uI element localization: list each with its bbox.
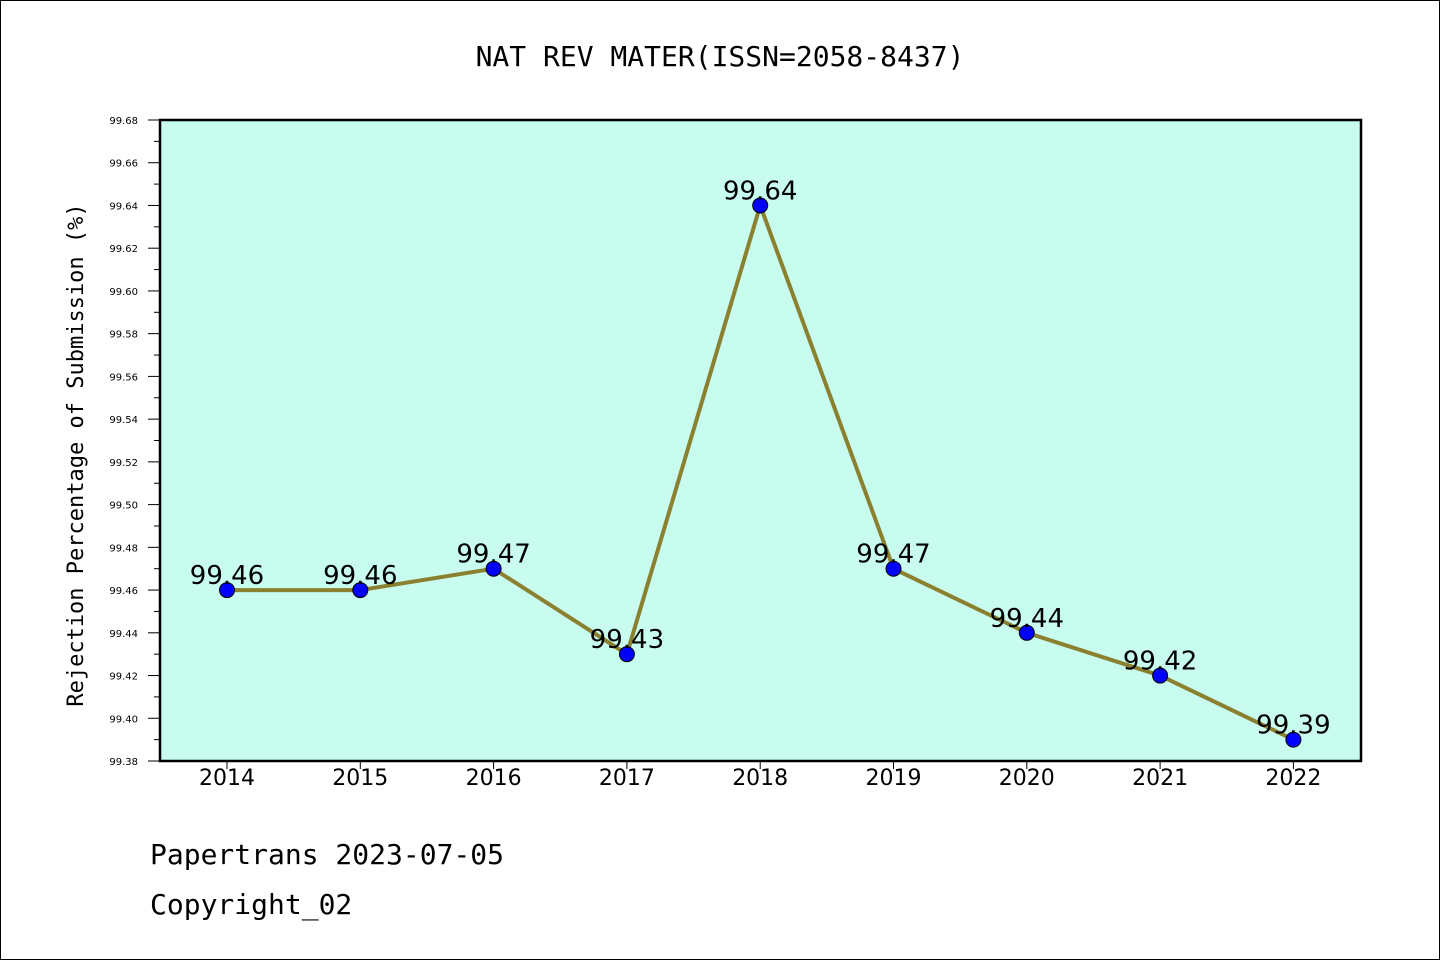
data-label: 99.46: [323, 561, 397, 591]
data-label: 99.42: [1123, 647, 1197, 677]
x-tick-label: 2020: [999, 766, 1055, 791]
y-tick-label: 99.54: [109, 415, 138, 426]
plot-area: [158, 118, 1363, 763]
y-axis-ticks: 99.38 99.40 99.42 99.44 99.46 99.48 99.50 99.52…: [109, 116, 160, 768]
series-layer: 99.46 99.46 99.47 99.43 99.64 99.47 99.44 99.42…: [190, 176, 1331, 748]
y-tick-label: 99.48: [109, 543, 138, 554]
y-tick-label: 99.38: [109, 757, 138, 768]
data-point: [1018, 624, 1035, 641]
data-label: 99.46: [190, 561, 264, 591]
x-tick-label: 2015: [332, 766, 388, 791]
y-tick-label: 99.58: [109, 330, 138, 341]
x-tick-label: 2019: [866, 766, 922, 791]
y-tick-label: 99.52: [109, 458, 138, 469]
x-axis-ticks: 2014 2015 2016 2017 2018 2019 2020 2021 2022: [199, 761, 1321, 791]
x-tick-label: 2022: [1265, 766, 1321, 791]
y-tick-label: 99.44: [109, 629, 138, 640]
y-tick-label: 99.46: [109, 586, 138, 597]
x-tick-label: 2016: [466, 766, 522, 791]
y-tick-label: 99.40: [109, 714, 138, 725]
footer-date: Papertrans 2023-07-05: [150, 838, 504, 871]
y-tick-label: 99.56: [109, 372, 138, 383]
y-tick-label: 99.64: [109, 201, 138, 212]
y-axis-label: Rejection Percentage of Submission (%): [64, 203, 89, 706]
data-point: [752, 197, 769, 214]
data-point: [1152, 667, 1169, 684]
footer-copyright: Copyright_02: [150, 888, 352, 922]
y-tick-label: 99.68: [109, 116, 138, 127]
data-label: 99.39: [1256, 711, 1330, 741]
data-point: [485, 560, 502, 577]
x-tick-label: 2021: [1132, 766, 1188, 791]
data-point: [885, 560, 902, 577]
data-point: [618, 646, 635, 663]
y-tick-label: 99.62: [109, 244, 138, 255]
y-tick-label: 99.60: [109, 287, 138, 298]
data-label: 99.64: [723, 176, 797, 206]
data-label: 99.43: [590, 625, 664, 655]
data-label: 99.47: [856, 540, 930, 570]
chart-title: NAT REV MATER(ISSN=2058-8437): [476, 40, 965, 73]
x-tick-label: 2017: [599, 766, 655, 791]
x-tick-label: 2018: [732, 766, 788, 791]
data-point: [219, 582, 235, 599]
y-tick-label: 99.42: [109, 672, 138, 683]
data-point: [352, 582, 369, 599]
data-label: 99.44: [990, 604, 1064, 634]
x-tick-label: 2014: [199, 766, 255, 791]
data-point: [1285, 731, 1302, 748]
y-tick-label: 99.50: [109, 501, 138, 512]
data-label: 99.47: [456, 540, 530, 570]
y-tick-label: 99.66: [109, 159, 138, 170]
